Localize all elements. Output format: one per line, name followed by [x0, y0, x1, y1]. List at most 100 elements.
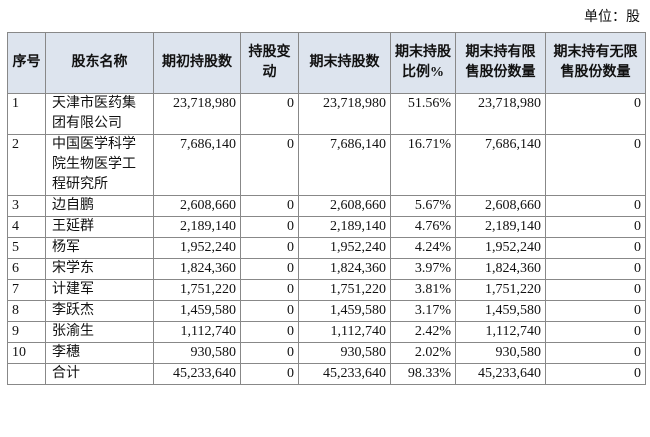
cell-value: 0	[240, 342, 299, 364]
cell-value: 23,718,980	[455, 93, 546, 135]
shareholder-name: 杨军	[45, 237, 154, 259]
shareholder-name: 天津市医药集团有限公司	[45, 93, 154, 135]
cell-value: 0	[240, 216, 299, 238]
cell-value: 0	[545, 195, 646, 217]
header-cell: 期初持股数	[153, 32, 241, 94]
row-number: 5	[7, 237, 46, 259]
shareholder-name: 张渝生	[45, 321, 154, 343]
row-number: 7	[7, 279, 46, 301]
cell-value: 0	[240, 134, 299, 196]
total-value: 45,233,640	[455, 363, 546, 385]
cell-value: 7,686,140	[153, 134, 241, 196]
cell-value: 1,751,220	[455, 279, 546, 301]
cell-value: 1,459,580	[298, 300, 391, 322]
shareholder-name: 中国医学科学院生物医学工程研究所	[45, 134, 154, 196]
cell-value: 1,824,360	[455, 258, 546, 280]
table-row: 5 杨军 1,952,240 0 1,952,240 4.24% 1,952,240 0	[7, 237, 646, 259]
table-row: 2 中国医学科学院生物医学工程研究所 7,686,140 0 7,686,140 16.7…	[7, 134, 646, 196]
cell-value: 0	[240, 195, 299, 217]
shareholder-name: 宋学东	[45, 258, 154, 280]
header-cell: 持股变动	[240, 32, 299, 94]
total-row: 合计 45,233,640 0 45,233,640 98.33% 45,233,640 0	[7, 363, 646, 385]
cell-value: 2,189,140	[298, 216, 391, 238]
row-number: 10	[7, 342, 46, 364]
table-row: 3 边自鹏 2,608,660 0 2,608,660 5.67% 2,608,660 0	[7, 195, 646, 217]
cell-value: 0	[545, 237, 646, 259]
header-cell: 序号	[7, 32, 46, 94]
cell-value: 23,718,980	[298, 93, 391, 135]
cell-value: 2,189,140	[455, 216, 546, 238]
cell-value: 1,112,740	[455, 321, 546, 343]
shareholder-name: 李穗	[45, 342, 154, 364]
cell-value: 1,952,240	[455, 237, 546, 259]
cell-value: 1,751,220	[298, 279, 391, 301]
cell-value: 7,686,140	[455, 134, 546, 196]
header-cell: 期末持有无限售股份数量	[545, 32, 646, 94]
cell-value: 0	[545, 300, 646, 322]
cell-value: 0	[545, 93, 646, 135]
row-number: 2	[7, 134, 46, 196]
cell-value: 0	[240, 237, 299, 259]
cell-value: 0	[545, 321, 646, 343]
cell-value: 1,112,740	[153, 321, 241, 343]
table-row: 6 宋学东 1,824,360 0 1,824,360 3.97% 1,824,360 0	[7, 258, 646, 280]
row-number: 3	[7, 195, 46, 217]
cell-value: 2.42%	[390, 321, 456, 343]
cell-value: 1,459,580	[455, 300, 546, 322]
cell-value: 2,608,660	[455, 195, 546, 217]
row-number: 8	[7, 300, 46, 322]
header-cell: 期末持股比例%	[390, 32, 456, 94]
cell-value: 16.71%	[390, 134, 456, 196]
cell-value: 0	[545, 216, 646, 238]
cell-value: 0	[545, 258, 646, 280]
row-number: 1	[7, 93, 46, 135]
cell-value: 0	[240, 300, 299, 322]
total-value: 0	[240, 363, 299, 385]
cell-value: 1,824,360	[153, 258, 241, 280]
cell-value: 0	[545, 134, 646, 196]
header-row: 序号 股东名称 期初持股数 持股变动 期末持股数 期末持股比例% 期末持有限售股份数量 期末持…	[7, 32, 646, 94]
total-label: 合计	[45, 363, 154, 385]
cell-value: 3.81%	[390, 279, 456, 301]
cell-value: 0	[545, 342, 646, 364]
cell-value: 51.56%	[390, 93, 456, 135]
shareholder-name: 王延群	[45, 216, 154, 238]
cell-value: 1,751,220	[153, 279, 241, 301]
cell-value: 1,112,740	[298, 321, 391, 343]
cell-value: 0	[240, 279, 299, 301]
total-value: 0	[545, 363, 646, 385]
cell-value: 1,952,240	[298, 237, 391, 259]
table-row: 4 王延群 2,189,140 0 2,189,140 4.76% 2,189,140 0	[7, 216, 646, 238]
cell-value: 7,686,140	[298, 134, 391, 196]
cell-value: 2,608,660	[153, 195, 241, 217]
cell-value: 23,718,980	[153, 93, 241, 135]
header-cell: 股东名称	[45, 32, 154, 94]
cell-value: 2.02%	[390, 342, 456, 364]
cell-value: 930,580	[455, 342, 546, 364]
cell-value: 5.67%	[390, 195, 456, 217]
table-body: 1 天津市医药集团有限公司 23,718,980 0 23,718,980 51.56% 2…	[7, 93, 646, 385]
cell-value: 930,580	[298, 342, 391, 364]
row-number: 4	[7, 216, 46, 238]
cell-value: 1,459,580	[153, 300, 241, 322]
table-row: 10 李穗 930,580 0 930,580 2.02% 930,580 0	[7, 342, 646, 364]
total-value: 45,233,640	[153, 363, 241, 385]
cell-value: 4.24%	[390, 237, 456, 259]
empty-cell	[7, 363, 46, 385]
table-row: 9 张渝生 1,112,740 0 1,112,740 2.42% 1,112,740 0	[7, 321, 646, 343]
shareholder-name: 计建军	[45, 279, 154, 301]
shareholder-table: 序号 股东名称 期初持股数 持股变动 期末持股数 期末持股比例% 期末持有限售股份数量 期末持…	[7, 32, 646, 385]
row-number: 9	[7, 321, 46, 343]
row-number: 6	[7, 258, 46, 280]
shareholder-name: 李跃杰	[45, 300, 154, 322]
header-cell: 期末持股数	[298, 32, 391, 94]
total-value: 98.33%	[390, 363, 456, 385]
total-value: 45,233,640	[298, 363, 391, 385]
cell-value: 4.76%	[390, 216, 456, 238]
cell-value: 3.97%	[390, 258, 456, 280]
cell-value: 2,189,140	[153, 216, 241, 238]
cell-value: 3.17%	[390, 300, 456, 322]
table-row: 8 李跃杰 1,459,580 0 1,459,580 3.17% 1,459,580 0	[7, 300, 646, 322]
cell-value: 0	[240, 258, 299, 280]
